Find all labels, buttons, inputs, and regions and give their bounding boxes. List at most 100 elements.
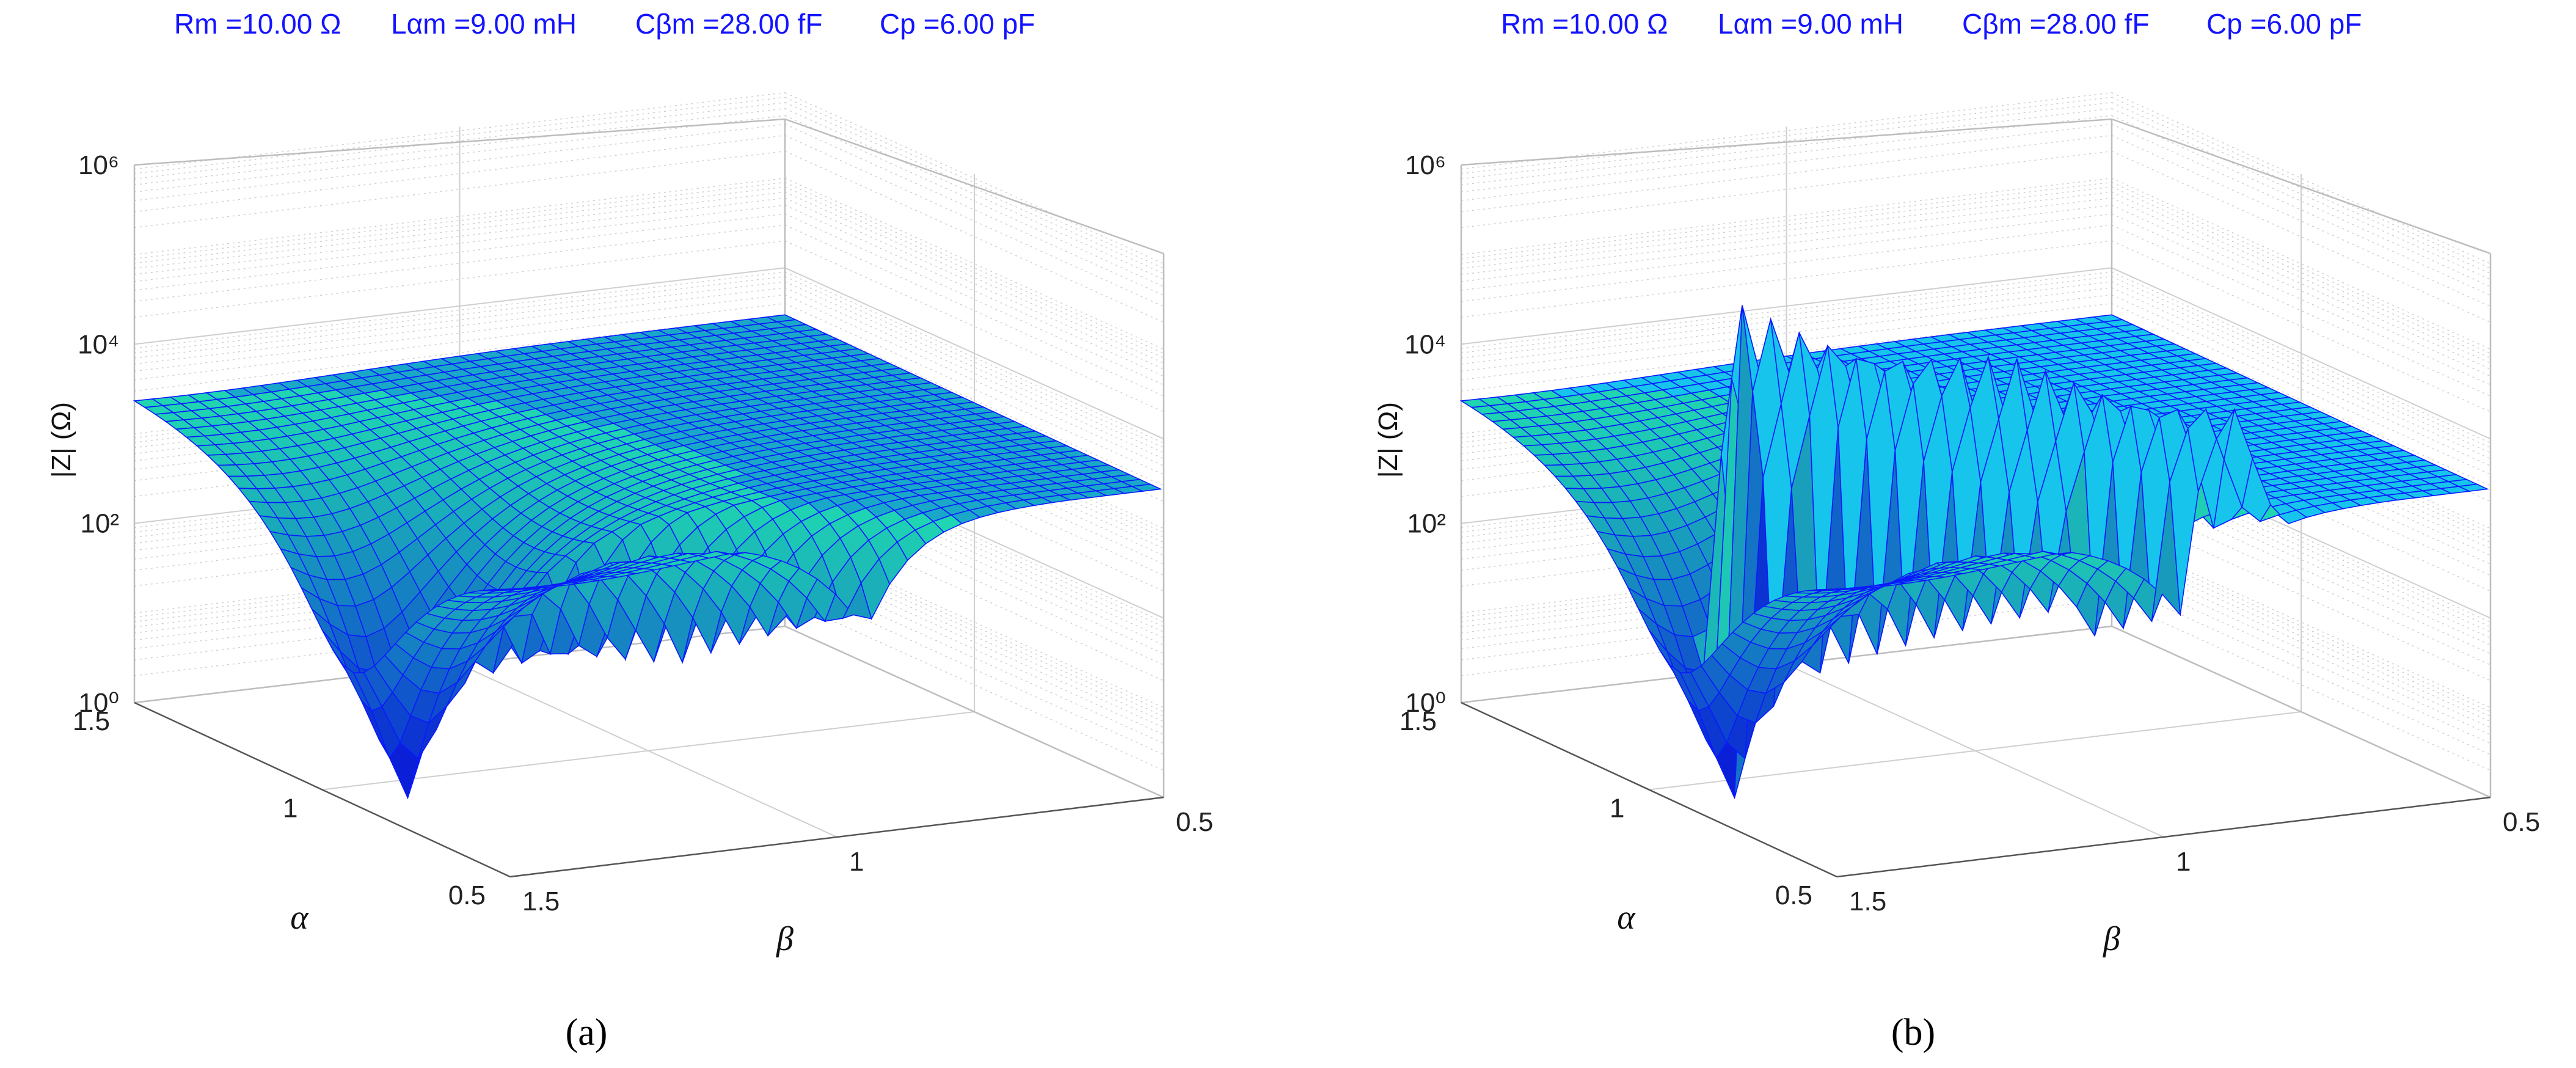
title-part: Rm =10.00 Ω xyxy=(1501,8,1668,40)
grid-line-left xyxy=(1461,287,2112,365)
grid-line-left xyxy=(1461,302,2112,381)
box-edge xyxy=(784,118,1164,255)
impedance-surface xyxy=(133,314,1162,800)
alpha-tick-label: 1.5 xyxy=(73,706,110,736)
box-edges xyxy=(1460,118,2492,878)
title-part: Lαm =9.00 mH xyxy=(391,8,577,40)
grid-line-left xyxy=(134,97,786,174)
alpha-tick-labels: 1.5 1 0.5 xyxy=(1399,706,1812,910)
z-tick-label: 10⁰ xyxy=(1405,688,1446,718)
floor-grid xyxy=(1649,664,2302,838)
grid-line-left xyxy=(134,186,786,264)
grid-line-left xyxy=(1461,314,2112,392)
grid-line-left xyxy=(134,271,786,349)
floor-grid-line xyxy=(1786,664,2164,838)
beta-tick-labels: 1.5 1 0.5 xyxy=(522,807,1213,916)
title-part: Rm =10.00 Ω xyxy=(174,8,341,40)
title-part: Lαm =9.00 mH xyxy=(1718,8,1903,40)
impedance-surface xyxy=(1459,305,2489,800)
grid-line-left xyxy=(134,197,786,275)
alpha-axis-label: α xyxy=(290,899,309,937)
title-part: Cβm =28.00 fF xyxy=(1962,8,2149,40)
title-part: Cp =6.00 pF xyxy=(880,8,1035,40)
grid-line-left xyxy=(134,134,786,213)
grid-line-left xyxy=(1461,134,2112,213)
grid-line-left xyxy=(1461,191,2112,269)
box-edge xyxy=(784,625,1164,799)
grid-line-left xyxy=(134,240,786,318)
grid-line-left xyxy=(1461,115,2112,192)
z-tick-label: 10⁶ xyxy=(1405,150,1446,180)
grid-line-left xyxy=(1461,276,2112,354)
box-edge xyxy=(509,796,1164,878)
box-edge xyxy=(2111,118,2491,255)
panel-caption: (b) xyxy=(1891,1012,1935,1053)
panel-b: Rm =10.00 Ω Lαm =9.00 mH Cβm =28.00 fF Cp =… xyxy=(1373,8,2540,1053)
grid-line-left xyxy=(1461,213,2112,291)
grid-line-left xyxy=(134,281,786,359)
grid-line-left xyxy=(134,205,786,282)
grid-line-left xyxy=(1461,150,2112,229)
grid-line-left xyxy=(134,294,786,372)
grid-line-left xyxy=(134,191,786,269)
grid-line-left xyxy=(134,92,786,170)
grid-line-left xyxy=(1461,205,2112,282)
box-edge xyxy=(134,701,511,878)
grid-line-left xyxy=(1461,240,2112,318)
beta-tick-label: 1.5 xyxy=(1849,887,1886,916)
grid-line-left xyxy=(134,213,786,291)
beta-tick-label: 1.5 xyxy=(522,887,560,916)
z-tick-labels: 10⁰ 10² 10⁴ 10⁶ xyxy=(1404,150,1446,718)
grid-line-left xyxy=(134,224,786,302)
beta-tick-label: 0.5 xyxy=(1176,807,1213,837)
alpha-tick-label: 1 xyxy=(283,794,297,824)
alpha-tick-label: 1 xyxy=(1610,794,1624,824)
box-edge xyxy=(1836,796,2491,878)
chart-title: Rm =10.00 Ω Lαm =9.00 mH Cβm =28.00 fF Cp =… xyxy=(1501,8,2362,40)
chart-title: Rm =10.00 Ω Lαm =9.00 mH Cβm =28.00 fF Cp =… xyxy=(174,8,1035,40)
grid-line-left xyxy=(134,150,786,229)
grid-line-left xyxy=(1461,281,2112,359)
grid-line-left xyxy=(134,302,786,381)
box-edge xyxy=(1461,701,1837,878)
grid-line-left xyxy=(134,101,786,180)
beta-tick-label: 0.5 xyxy=(2503,807,2540,837)
z-tick-label: 10⁴ xyxy=(78,329,119,359)
panel-caption: (a) xyxy=(566,1012,608,1053)
grid-line-left xyxy=(1461,186,2112,264)
grid-line-left xyxy=(134,123,786,202)
grid-line-left xyxy=(134,314,786,392)
surface-facet xyxy=(1130,483,1162,492)
grid-line-left xyxy=(1461,599,2112,676)
alpha-axis-label: α xyxy=(1617,899,1636,937)
beta-axis-label: β xyxy=(2103,920,2120,958)
z-tick-labels: 10⁰ 10² 10⁴ 10⁶ xyxy=(78,150,119,718)
grid-line-left xyxy=(1461,92,2112,170)
grid-line-left xyxy=(1461,123,2112,202)
z-tick-label: 10² xyxy=(1407,509,1446,539)
grid-line-left xyxy=(1461,197,2112,275)
z-axis-label: |Z| (Ω) xyxy=(1373,402,1403,478)
floor-grid-line xyxy=(459,664,837,838)
beta-axis-label: β xyxy=(776,920,794,958)
alpha-tick-labels: 1.5 1 0.5 xyxy=(73,706,486,910)
grid-line-left xyxy=(1461,224,2112,302)
title-part: Cp =6.00 pF xyxy=(2206,8,2362,40)
box-edge xyxy=(2111,625,2491,799)
grid-line-left xyxy=(1461,181,2112,260)
beta-tick-labels: 1.5 1 0.5 xyxy=(1849,807,2540,916)
grid-line-left xyxy=(134,108,786,186)
box-edge xyxy=(134,118,786,166)
beta-tick-label: 1 xyxy=(849,847,864,877)
z-tick-label: 10⁴ xyxy=(1404,329,1446,359)
grid-line-left xyxy=(1461,271,2112,349)
box-edge xyxy=(1461,118,2112,166)
grid-line-left xyxy=(1461,97,2112,174)
grid-line-left xyxy=(1461,108,2112,186)
grid-line-left xyxy=(134,287,786,365)
grid-line-left xyxy=(134,177,786,255)
alpha-tick-label: 1.5 xyxy=(1399,706,1437,736)
alpha-tick-label: 0.5 xyxy=(448,880,486,910)
